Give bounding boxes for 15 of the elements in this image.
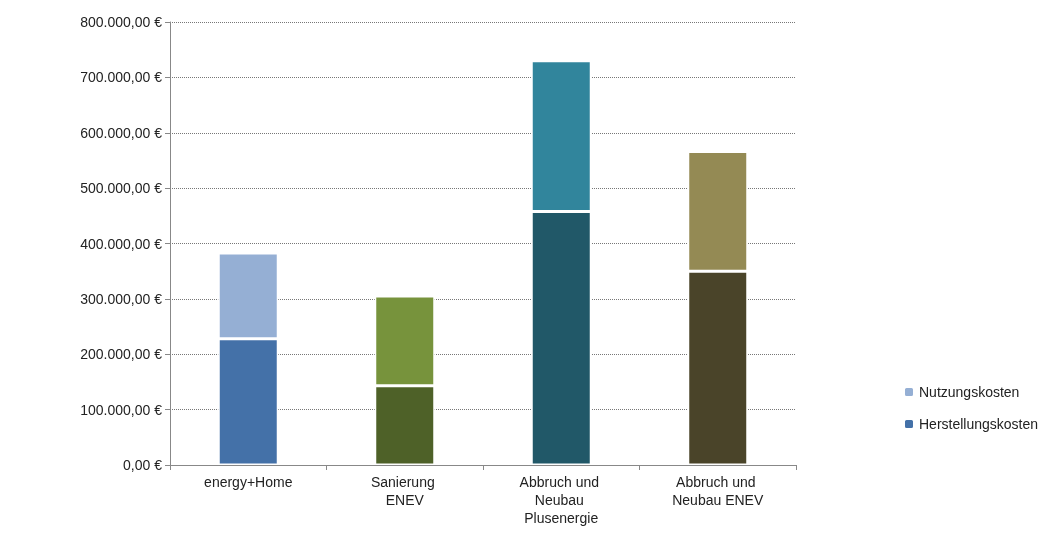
x-tick-label: energy+Home [204, 474, 293, 490]
y-tick-label: 400.000,00 € [80, 235, 163, 252]
legend-label: Herstellungskosten [919, 416, 1039, 432]
y-tick-label: 0,00 € [123, 457, 163, 473]
y-tick-label: 100.000,00 € [80, 401, 163, 418]
legend-label: Nutzungskosten [919, 384, 1020, 400]
y-tick-label: 300.000,00 € [80, 290, 163, 307]
y-tick-label: 600.000,00 € [80, 124, 163, 141]
y-tick-label: 200.000,00 € [80, 346, 163, 363]
x-tick-label: Abbruch und Neubau Plusenergie [519, 474, 603, 526]
y-tick-label: 500.000,00 € [80, 180, 163, 197]
x-tick-label: Sanierung ENEV [370, 474, 439, 508]
x-tick-label: Abbruch und Neubau ENEV [672, 474, 764, 508]
y-tick-label: 800.000,00 € [80, 14, 163, 30]
y-tick-label: 700.000,00 € [80, 69, 163, 86]
